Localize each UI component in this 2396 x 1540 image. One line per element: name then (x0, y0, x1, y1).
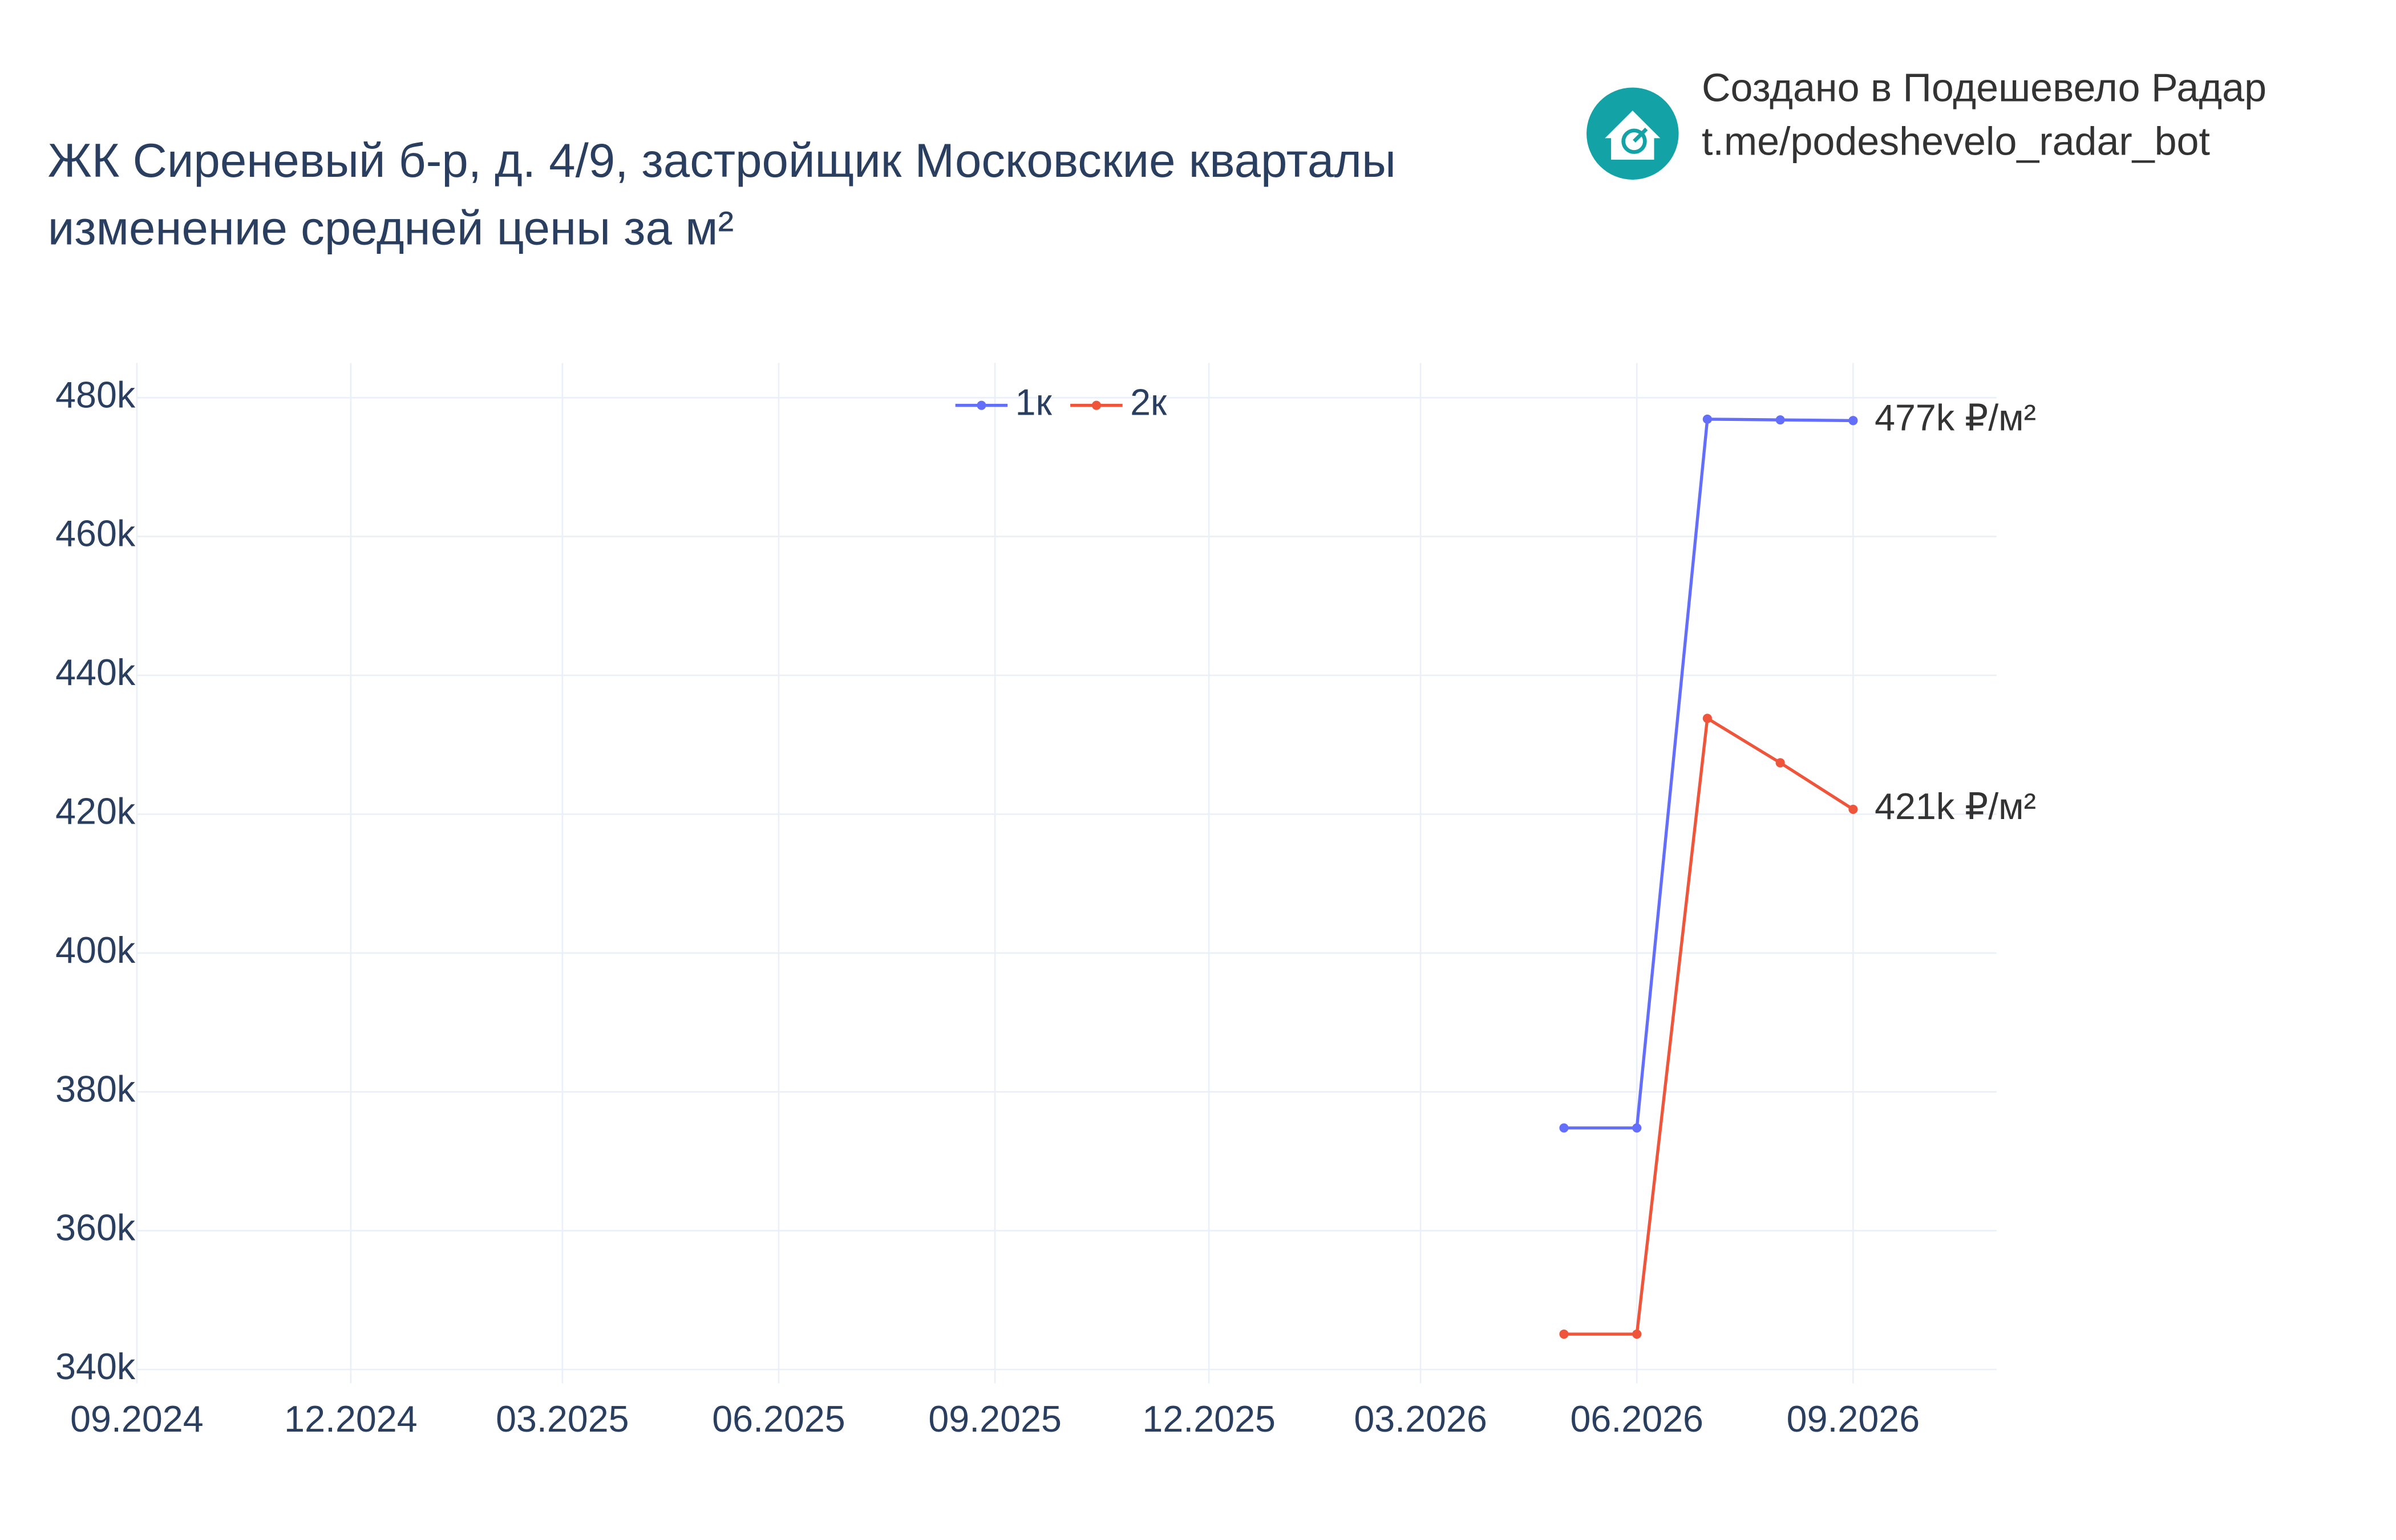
y-tick-label: 340k (55, 1346, 136, 1387)
x-tick-label: 06.2025 (712, 1399, 845, 1440)
point (1848, 416, 1858, 425)
x-tick-label: 12.2024 (284, 1399, 418, 1440)
legend-label: 1к (1015, 382, 1053, 423)
y-tick-label: 400k (55, 930, 136, 971)
x-tick-label: 09.2026 (1787, 1399, 1920, 1440)
x-tick-label: 06.2026 (1570, 1399, 1703, 1440)
legend-label: 2к (1130, 382, 1167, 423)
chart-subtitle: изменение средней цены за м² (48, 201, 734, 255)
point (1775, 758, 1785, 768)
y-tick-label: 460k (55, 513, 136, 554)
point (1632, 1123, 1642, 1133)
value-label: 477k ₽/м² (1875, 397, 2036, 438)
chart-title: ЖК Сиреневый б-р, д. 4/9, застройщик Мос… (48, 133, 1396, 187)
series-line (1564, 716, 1854, 1336)
point (1848, 804, 1858, 814)
point (1702, 714, 1712, 723)
point (1632, 1329, 1642, 1339)
point (1702, 414, 1712, 424)
x-tick-label: 12.2025 (1142, 1399, 1276, 1440)
x-tick-label: 09.2025 (928, 1399, 1062, 1440)
series-line (1564, 418, 1853, 1130)
y-tick-label: 440k (55, 652, 136, 693)
y-tick-label: 380k (55, 1068, 136, 1109)
x-tick-label: 09.2024 (70, 1399, 204, 1440)
point (1775, 415, 1785, 425)
header-line2: t.me/podeshevelo_radar_bot (1702, 119, 2210, 164)
header-line1: Создано в Подешевело Радар (1702, 65, 2267, 110)
point (1559, 1123, 1569, 1133)
value-label: 421k ₽/м² (1875, 786, 2036, 827)
logo (1586, 87, 1679, 180)
x-tick-label: 03.2026 (1354, 1399, 1487, 1440)
y-tick-label: 420k (55, 791, 136, 832)
legend-marker (977, 400, 986, 410)
y-tick-label: 480k (55, 374, 136, 415)
x-tick-label: 03.2025 (496, 1399, 629, 1440)
legend-marker (1091, 400, 1101, 410)
y-tick-label: 360k (55, 1207, 136, 1249)
point (1559, 1329, 1569, 1339)
